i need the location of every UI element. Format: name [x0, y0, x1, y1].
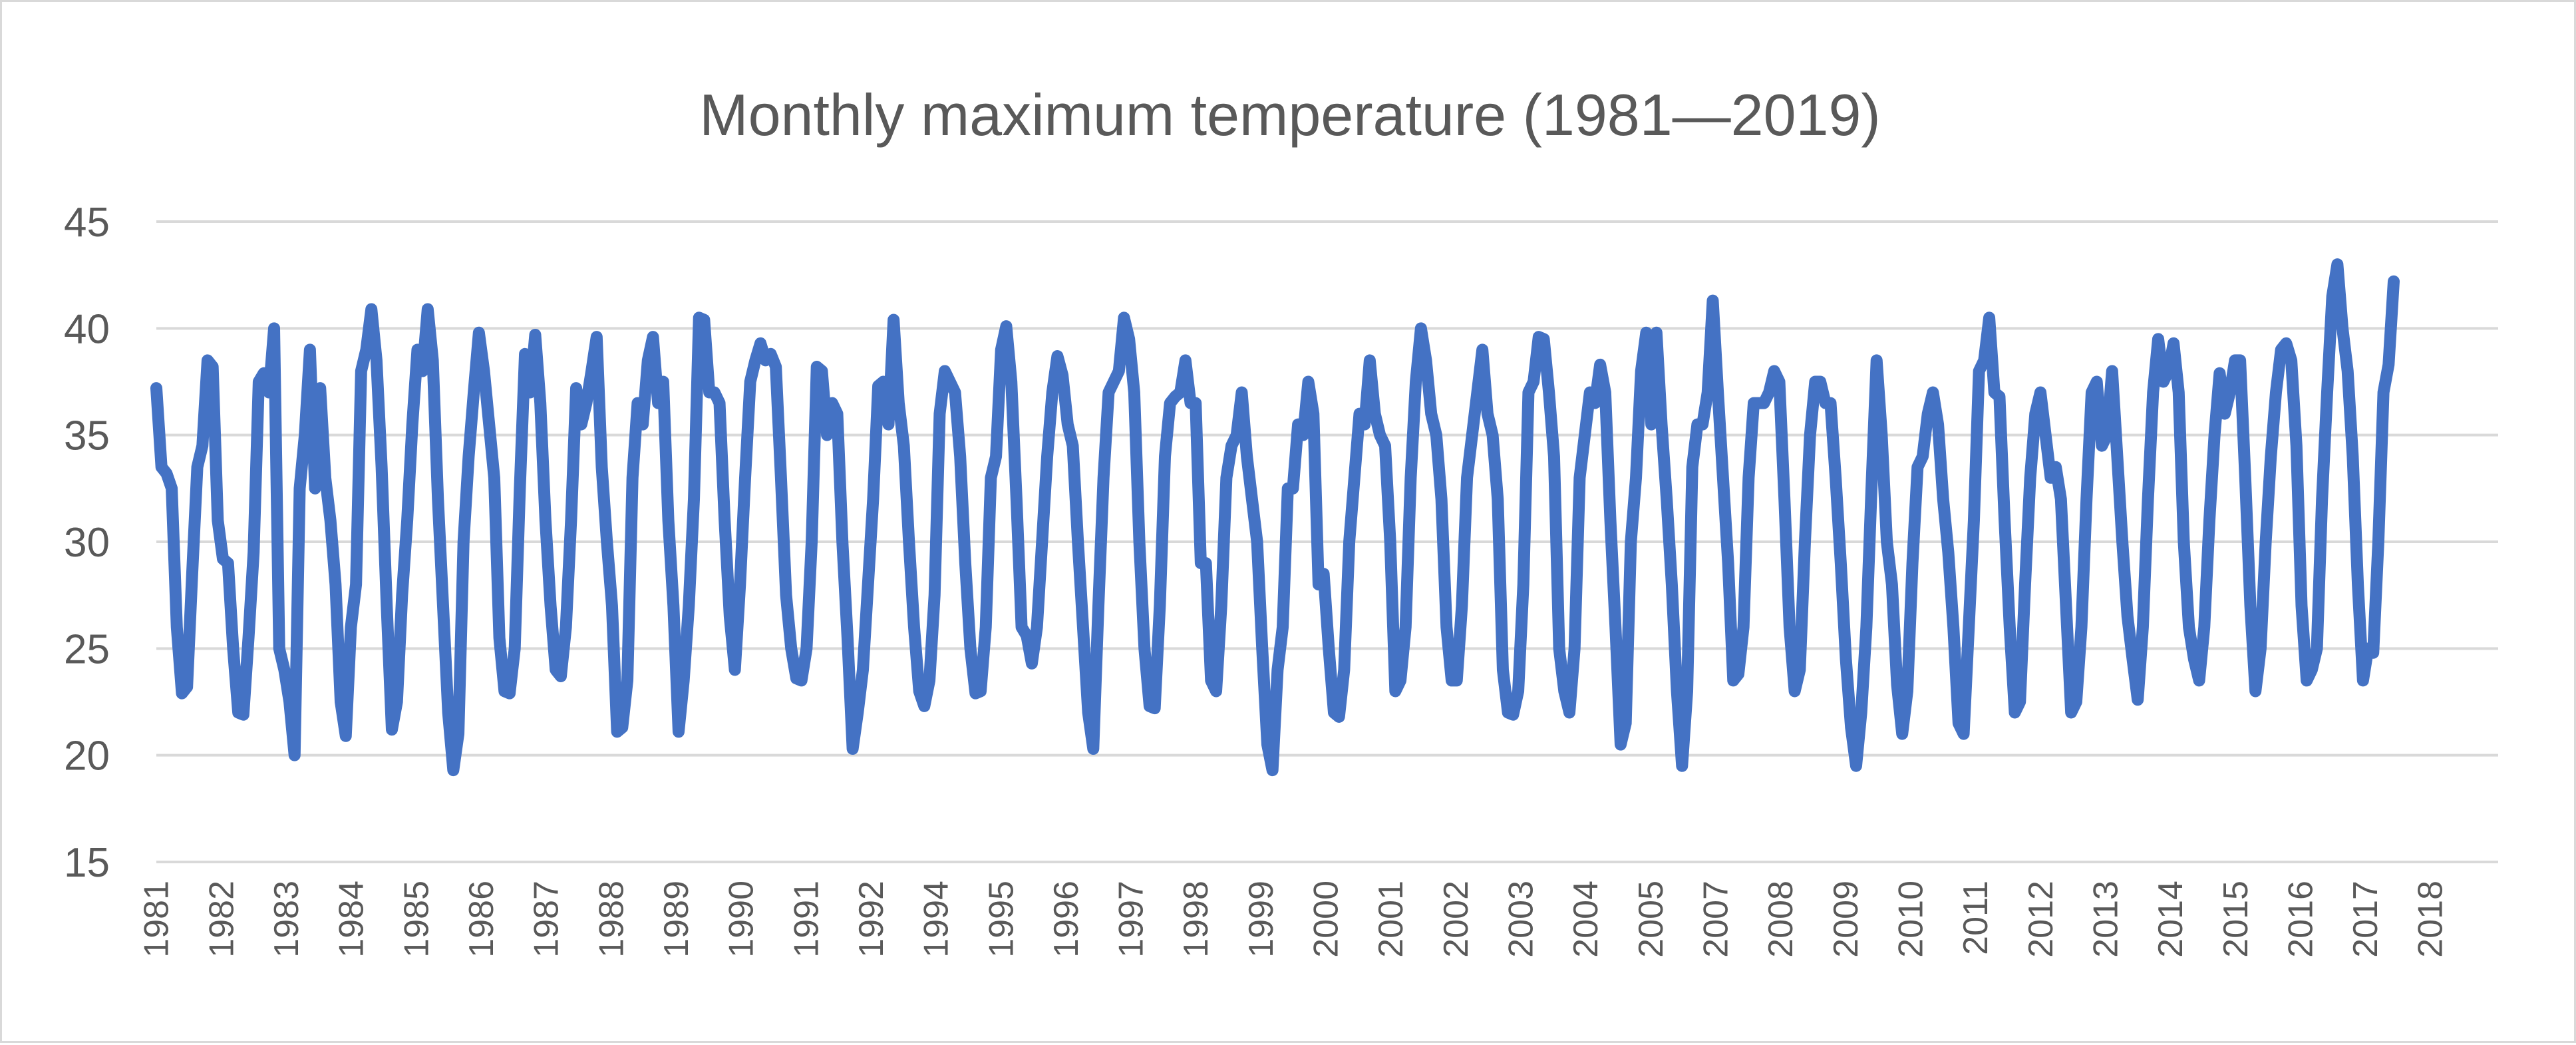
x-tick-label: 2012	[2022, 881, 2060, 958]
x-tick-label: 1999	[1242, 881, 1281, 958]
x-tick-label: 1982	[202, 881, 241, 958]
x-tick-label: 1987	[528, 881, 566, 958]
y-tick-label: 20	[64, 733, 110, 779]
x-tick-label: 1989	[657, 881, 696, 958]
x-tick-label: 2009	[1827, 881, 1865, 958]
x-tick-label: 2000	[1307, 881, 1346, 958]
y-tick-label: 25	[64, 626, 110, 672]
y-tick-label: 45	[64, 200, 110, 246]
x-tick-label: 2017	[2346, 881, 2385, 958]
x-tick-label: 2003	[1502, 881, 1541, 958]
x-tick-label: 2007	[1697, 881, 1736, 958]
x-tick-label: 2010	[1891, 881, 1930, 958]
x-tick-label: 1986	[462, 881, 501, 958]
x-tick-label: 1998	[1177, 881, 1215, 958]
x-tick-label: 1995	[982, 881, 1021, 958]
series-line-monthly-maximum-temperature	[150, 258, 2400, 777]
x-tick-label: 1991	[787, 881, 826, 958]
x-tick-label: 1997	[1112, 881, 1151, 958]
y-tick-label: 40	[64, 306, 110, 352]
x-tick-label: 2011	[1957, 881, 1995, 955]
chart-title: Monthly maximum temperature (1981—2019)	[699, 82, 1880, 148]
x-tick-label: 2014	[2152, 881, 2190, 958]
x-tick-label: 1992	[852, 881, 891, 958]
x-tick-label: 1985	[397, 881, 436, 958]
x-tick-label: 2008	[1762, 881, 1800, 958]
data-series	[150, 258, 2400, 777]
x-tick-label: 1996	[1047, 881, 1086, 958]
x-tick-label: 1994	[917, 881, 956, 958]
x-tick-label: 1990	[723, 881, 761, 958]
x-tick-label: 2001	[1372, 881, 1410, 958]
x-tick-label: 2002	[1437, 881, 1476, 958]
y-tick-label: 15	[64, 840, 110, 886]
x-tick-label: 2005	[1632, 881, 1671, 958]
x-tick-label: 2015	[2217, 881, 2255, 958]
x-tick-label: 2013	[2086, 881, 2125, 958]
x-tick-label: 1984	[333, 881, 371, 958]
x-tick-label: 2004	[1567, 881, 1605, 958]
x-tick-label: 1988	[592, 881, 631, 958]
y-tick-label: 35	[64, 413, 110, 459]
x-tick-label: 1981	[138, 881, 176, 958]
x-tick-label: 2018	[2412, 881, 2450, 958]
x-tick-label: 1983	[267, 881, 306, 958]
y-axis-tick-labels: 15 20 25 30 35 40 45	[64, 200, 110, 886]
x-tick-label: 2016	[2281, 881, 2320, 958]
x-axis-tick-labels: 1981 1982 1983 1984 1985 1986 1987 1988 1989 1990…	[138, 881, 2450, 958]
y-tick-label: 30	[64, 520, 110, 566]
